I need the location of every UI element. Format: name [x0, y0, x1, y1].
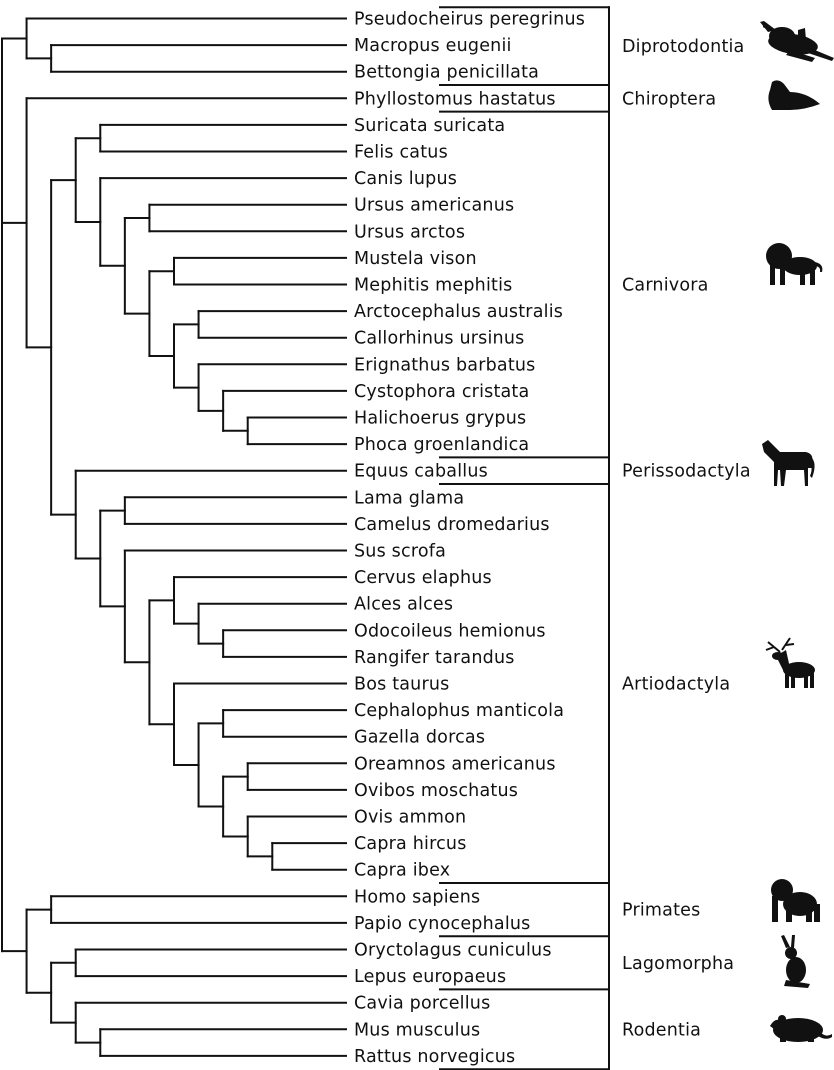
taxon-label: Cephalophus manticola — [354, 701, 564, 721]
taxon-label: Mephitis mephitis — [354, 276, 512, 296]
taxon-label: Canis lupus — [354, 169, 457, 189]
order-brackets: Diprotodontia Chiroptera Carnivora Perissod… — [439, 6, 751, 1070]
order-label: Rodentia — [622, 1020, 701, 1040]
taxon-label: Cervus elaphus — [354, 568, 492, 588]
kangaroo-icon — [760, 21, 834, 62]
taxon-label: Bos taurus — [354, 675, 449, 695]
taxon-label: Equus caballus — [354, 462, 488, 482]
taxon-label: Halichoerus grypus — [354, 409, 526, 429]
taxon-label: Macropus eugenii — [354, 36, 512, 56]
order-label: Artiodactyla — [622, 675, 730, 695]
taxon-label: Suricata suricata — [354, 116, 505, 136]
taxon-label: Alces alces — [354, 595, 453, 615]
taxon-label: Gazella dorcas — [354, 728, 485, 748]
taxon-label: Camelus dromedarius — [354, 515, 550, 535]
order-label: Carnivora — [622, 276, 709, 296]
taxon-label: Rattus norvegicus — [354, 1047, 515, 1067]
taxon-label: Rangifer tarandus — [354, 648, 515, 668]
taxon-label: Lepus europaeus — [354, 967, 506, 987]
taxon-label: Lama glama — [354, 488, 464, 508]
taxon-label: Oryctolagus cuniculus — [354, 941, 552, 961]
taxon-label: Ursus arctos — [354, 222, 465, 242]
taxon-label: Pseudocheirus peregrinus — [354, 10, 585, 30]
taxon-label: Arctocephalus australis — [354, 302, 563, 322]
taxon-label: Cavia porcellus — [354, 994, 490, 1014]
rat-icon — [770, 1015, 832, 1042]
tree-branches — [1, 17, 347, 1057]
order-label: Lagomorpha — [622, 954, 734, 974]
taxon-label: Capra hircus — [354, 834, 467, 854]
taxon-label: Bettongia penicillata — [354, 63, 539, 83]
taxon-label: Felis catus — [354, 143, 448, 163]
rabbit-icon — [781, 935, 810, 988]
taxon-label: Ursus americanus — [354, 196, 514, 216]
taxon-label: Sus scrofa — [354, 542, 446, 562]
bat-icon — [768, 80, 820, 110]
order-label: Chiroptera — [622, 89, 716, 109]
order-label: Perissodactyla — [622, 462, 751, 482]
taxon-label: Phyllostomus hastatus — [354, 89, 556, 109]
taxon-label: Erignathus barbatus — [354, 355, 536, 375]
taxon-label: Papio cynocephalus — [354, 914, 531, 934]
taxon-label: Capra ibex — [354, 861, 450, 881]
taxon-label: Phoca groenlandica — [354, 435, 529, 455]
taxon-label: Oreamnos americanus — [354, 754, 556, 774]
taxon-label: Callorhinus ursinus — [354, 329, 524, 349]
taxon-label: Mus musculus — [354, 1020, 480, 1040]
monkey-icon — [771, 879, 820, 922]
taxon-label: Ovibos moschatus — [354, 781, 518, 801]
taxon-label: Mustela vison — [354, 249, 477, 269]
taxon-label: Ovis ammon — [354, 808, 466, 828]
order-label: Primates — [622, 901, 700, 921]
taxon-label: Cystophora cristata — [354, 382, 529, 402]
order-label: Diprotodontia — [622, 37, 745, 57]
taxon-label: Homo sapiens — [354, 887, 480, 907]
taxon-label: Odocoileus hemionus — [354, 621, 546, 641]
deer-icon — [765, 637, 815, 688]
lion-icon — [766, 243, 823, 285]
taxon-labels: Pseudocheirus peregrinus Macropus eugenii… — [354, 10, 585, 1067]
horse-icon — [762, 440, 815, 486]
